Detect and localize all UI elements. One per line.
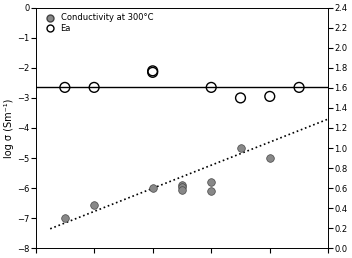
Conductivity at 300°C — [208, 189, 214, 193]
Ea — [267, 94, 272, 99]
Conductivity at 300°C — [267, 156, 272, 160]
Conductivity at 300°C — [208, 180, 214, 184]
Ea — [150, 69, 156, 73]
Ea — [62, 85, 68, 90]
Ea — [296, 85, 302, 90]
Conductivity at 300°C — [179, 188, 185, 192]
Ea — [91, 85, 97, 90]
Ea — [238, 96, 243, 100]
Conductivity at 300°C — [238, 146, 243, 150]
Conductivity at 300°C — [179, 184, 185, 189]
Conductivity at 300°C — [150, 186, 156, 190]
Legend: Conductivity at 300°C, Ea: Conductivity at 300°C, Ea — [40, 12, 155, 35]
Ea — [208, 85, 214, 90]
Conductivity at 300°C — [91, 203, 97, 207]
Conductivity at 300°C — [62, 216, 68, 220]
Ea — [150, 70, 156, 74]
Y-axis label: log σ (Sm⁻¹): log σ (Sm⁻¹) — [4, 98, 14, 158]
Conductivity at 300°C — [179, 183, 185, 187]
